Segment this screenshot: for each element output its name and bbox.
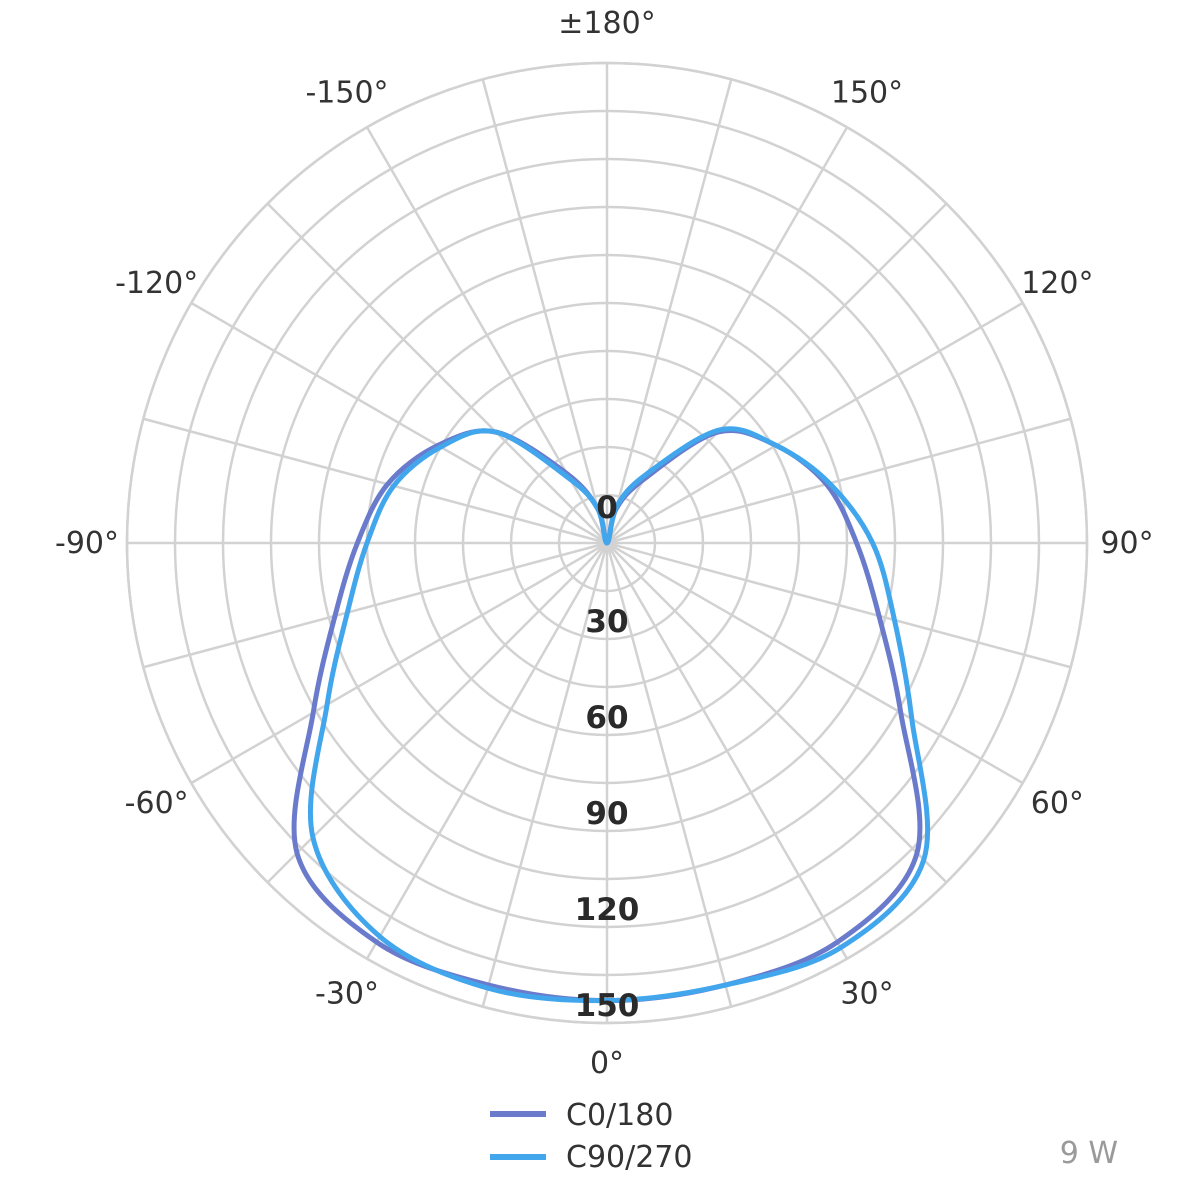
angle-tick-label: 150° (831, 76, 903, 111)
angle-tick-label: -150° (305, 76, 388, 111)
grid-spoke (605, 79, 733, 544)
angle-tick-label: 90° (1100, 526, 1153, 561)
grid-spoke (606, 417, 1071, 545)
legend: C0/180 C90/270 (490, 1098, 693, 1175)
grid-spoke (266, 202, 608, 544)
angle-tick-label: -90° (55, 526, 119, 561)
angle-tick-label: 0° (590, 1046, 624, 1081)
radial-labels: 0 30 60 90 120 150 (575, 490, 640, 1024)
angle-tick-label: -60° (125, 786, 189, 821)
radial-tick-label: 120 (575, 892, 640, 928)
angle-tick-label: 120° (1021, 266, 1093, 301)
grid-spoke (143, 541, 608, 669)
angle-labels: 0° 30° 60° 90° 120° 150° ±180° -150° -120° -90° -6… (55, 6, 1154, 1081)
legend-label-c90-270: C90/270 (566, 1140, 693, 1175)
radial-tick-label: 150 (575, 988, 640, 1024)
grid-spoke (605, 542, 733, 1007)
grid-spoke (481, 79, 609, 544)
grid-spoke (266, 542, 608, 884)
series-line-c90-270 (307, 426, 931, 1004)
series-group (291, 426, 931, 1004)
grid-spoke (606, 301, 1024, 545)
grid-spoke (143, 417, 608, 545)
grid-spoke (605, 542, 849, 960)
legend-label-c0-180: C0/180 (566, 1098, 673, 1133)
polar-grid (125, 61, 1089, 1025)
grid-spoke (365, 542, 609, 960)
grid-spoke (190, 301, 608, 545)
power-label: 9 W (1060, 1136, 1118, 1171)
grid-spoke (606, 542, 948, 884)
grid-spoke (606, 541, 1024, 785)
angle-tick-label: 30° (840, 976, 893, 1011)
grid-spoke (606, 541, 1071, 669)
angle-tick-label: 60° (1031, 786, 1084, 821)
grid-spoke (481, 542, 609, 1007)
radial-tick-label: 30 (585, 604, 628, 640)
radial-tick-label: 0 (596, 490, 618, 526)
radial-tick-label: 90 (585, 796, 628, 832)
grid-spoke (606, 202, 948, 544)
angle-tick-label: -120° (115, 266, 198, 301)
grid-spoke (190, 541, 608, 785)
radial-tick-label: 60 (585, 700, 628, 736)
angle-tick-label: ±180° (558, 6, 655, 41)
angle-tick-label: -30° (315, 976, 379, 1011)
